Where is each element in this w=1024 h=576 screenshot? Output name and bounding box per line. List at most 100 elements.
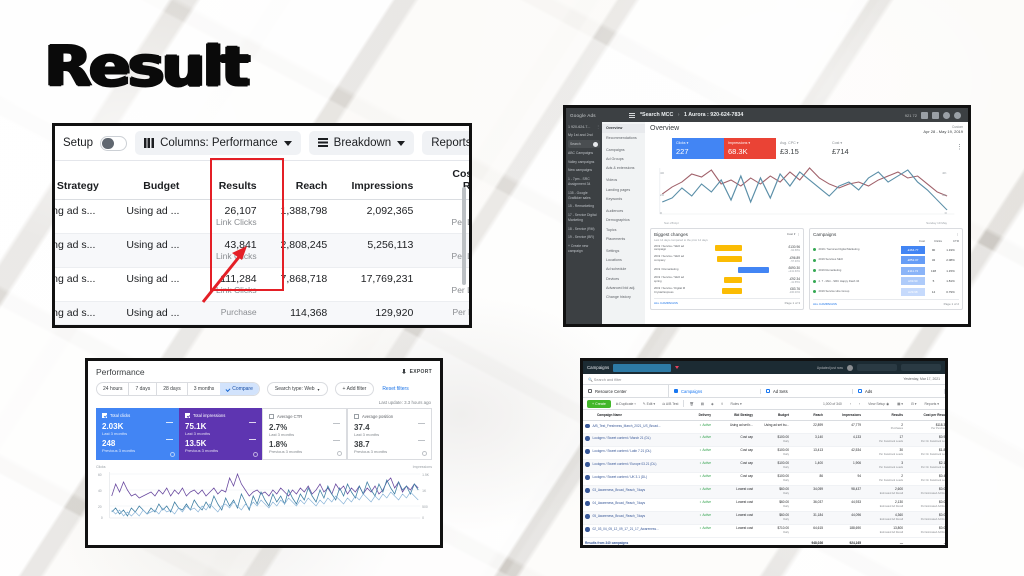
account-search-row[interactable]: Search bbox=[568, 140, 600, 149]
col-bid-strategy[interactable]: Bid Strategy bbox=[713, 410, 755, 421]
nav-item-audiences[interactable]: Audiences bbox=[606, 209, 624, 214]
search-input[interactable]: 🔍 Search and filter bbox=[588, 377, 622, 382]
biggest-changes-page[interactable]: Page 1 of 3 bbox=[784, 300, 800, 305]
nav-item-overview[interactable]: Overview bbox=[602, 124, 645, 134]
nav-item-campaigns[interactable]: Campaigns bbox=[606, 147, 625, 152]
account-menu-icon[interactable]: ⋮ bbox=[596, 125, 600, 129]
info-icon[interactable] bbox=[337, 451, 342, 456]
checkbox-icon[interactable] bbox=[269, 414, 274, 419]
date-selector[interactable]: Yesterday, Mar 17, 2021 bbox=[903, 377, 940, 381]
discard-drafts-button[interactable] bbox=[857, 364, 897, 371]
campaigns-page[interactable]: Page 1 of 2 bbox=[943, 301, 959, 306]
col-budget[interactable]: Budget bbox=[755, 410, 791, 421]
col-bid-strategy[interactable]: Bid Strategy bbox=[55, 161, 120, 201]
account-selector-pill[interactable] bbox=[613, 363, 672, 372]
vertical-scrollbar[interactable] bbox=[462, 187, 466, 285]
checkbox-icon[interactable] bbox=[102, 413, 107, 418]
tag-icon[interactable]: ◈ bbox=[710, 401, 714, 406]
perf-metric-total-impressions[interactable]: Total impressions 75.1K Last 3 months 13.5K… bbox=[179, 408, 262, 460]
table-row[interactable]: Lookgen / Sweet content / Latin 7.21 (DL… bbox=[583, 446, 945, 460]
campaign-row[interactable]: 2019 Services SEO £852.07 32 2.08% bbox=[813, 256, 959, 265]
export-button[interactable]: EXPORT bbox=[401, 369, 432, 375]
resource-center-tab[interactable]: Resource Center bbox=[583, 385, 669, 397]
nav-item-keywords[interactable]: Keywords bbox=[606, 196, 623, 201]
reports-button[interactable]: Reports bbox=[422, 131, 469, 155]
campaign-row[interactable]: 2019 Service Hire Group £29.98 14 0.79% bbox=[813, 287, 959, 296]
nav-item-recommendations[interactable]: Recommendations bbox=[606, 135, 637, 140]
range-chip-3-months[interactable]: 3 months bbox=[193, 386, 215, 392]
account-tree-item[interactable]: New campaigns bbox=[568, 168, 593, 173]
col-budget[interactable]: Budget bbox=[119, 161, 188, 201]
info-icon[interactable] bbox=[253, 452, 258, 457]
reports-icon[interactable] bbox=[921, 111, 928, 119]
info-icon[interactable] bbox=[422, 451, 427, 456]
nav-item-ad-groups[interactable]: Ad Groups bbox=[606, 157, 624, 162]
ab-test-button[interactable]: ⚖ A/B Test bbox=[662, 401, 679, 406]
nav-item-placements[interactable]: Placements bbox=[606, 236, 626, 241]
tab-ad-sets[interactable]: Ad Sets bbox=[761, 388, 853, 394]
view-setup-button[interactable]: View Setup ◉ bbox=[868, 401, 890, 406]
account-tree-item[interactable]: ABC Campaigns bbox=[568, 151, 594, 156]
col-reach[interactable]: Reach bbox=[791, 410, 825, 421]
cell-campaign-name[interactable]: 03_Awareness_Broad_Reach_7days bbox=[583, 485, 679, 499]
table-row[interactable]: Lookgen / Sweet content / UK 3.1 (DL) Act… bbox=[583, 472, 945, 486]
table-row[interactable]: Using ad s...Using ad ... Purchase 114,368… bbox=[55, 301, 469, 325]
account-tree-item[interactable]: 1 - 7pm - SRC Assignment 34 bbox=[568, 176, 591, 187]
range-chip-24-hours[interactable]: 24 hours bbox=[97, 383, 130, 395]
nav-item-change-history[interactable]: Change history bbox=[606, 295, 631, 300]
compare-chip[interactable]: Compare bbox=[220, 383, 259, 395]
nav-item-settings[interactable]: Settings bbox=[606, 249, 620, 254]
fbm-search-bar[interactable]: 🔍 Search and filter Yesterday, Mar 17, 2… bbox=[583, 374, 945, 385]
prev-page-button[interactable]: ‹ bbox=[849, 401, 851, 406]
edit-button[interactable]: ✎ Edit ▾ bbox=[642, 401, 656, 406]
biggest-changes-all-link[interactable]: ALL CAMPAIGNS bbox=[654, 300, 678, 305]
account-tree-item[interactable]: 18 - Service (RM) bbox=[568, 226, 595, 231]
reports-button[interactable]: Reports ▾ bbox=[924, 401, 939, 406]
table-row[interactable]: 03_Awareness_Broad_Reach_7days ActiveLowe… bbox=[583, 485, 945, 499]
toggle-switch-icon[interactable] bbox=[100, 135, 128, 151]
table-row[interactable]: 02_03_04_05_12_09_17_21_17_Awareness... A… bbox=[583, 524, 945, 538]
range-chip-7-days[interactable]: 7 days bbox=[129, 383, 158, 395]
notifications-icon[interactable] bbox=[954, 111, 961, 119]
biggest-change-row[interactable]: 2019 / Service / SEO ad campaign £130.96-… bbox=[654, 244, 800, 253]
account-tree-item[interactable]: + Create new campaign bbox=[568, 243, 589, 254]
columns-button[interactable]: Columns: Performance bbox=[135, 131, 301, 155]
cell-campaign-name[interactable]: 04_Awareness_Broad_Reach_7days bbox=[583, 498, 679, 512]
refresh-icon[interactable] bbox=[847, 364, 853, 371]
metric-card-cost[interactable]: Cost ▾ £714 bbox=[828, 138, 880, 159]
breakdown-icon[interactable]: ⊟ ▾ bbox=[910, 401, 917, 406]
search-type-filter[interactable]: Search type: Web ▾ bbox=[266, 382, 328, 396]
nav-item-locations[interactable]: Locations bbox=[606, 258, 622, 263]
cell-campaign-name[interactable]: Lookgen / Sweet content / March 21 (DL) bbox=[583, 433, 679, 447]
table-row[interactable]: A/B_Test_Freshness_March_2021_US_Broad..… bbox=[583, 420, 945, 434]
breadcrumb[interactable]: *Search MCC › 1 Aurora : 920-624-7834 bbox=[640, 112, 743, 118]
nav-item-demographics[interactable]: Demographics bbox=[606, 218, 630, 223]
chevron-down-icon[interactable] bbox=[675, 366, 680, 369]
col-cost-per-result[interactable]: Cost per Result bbox=[421, 161, 469, 201]
reset-filters-link[interactable]: Reset filters bbox=[382, 386, 409, 392]
nav-item-advanced-bid-adj-[interactable]: Advanced bid adj. bbox=[606, 285, 636, 290]
table-row[interactable]: 04_Awareness_Broad_Reach_7days ActiveLowe… bbox=[583, 498, 945, 512]
campaigns-card-options-icon[interactable]: ⋮ bbox=[956, 232, 959, 236]
export-icon[interactable]: ⇪ bbox=[720, 401, 724, 406]
help-icon[interactable] bbox=[943, 111, 950, 119]
nav-item-topics[interactable]: Topics bbox=[606, 227, 617, 232]
biggest-change-row[interactable]: 2019 / Service / Digital M Crystal Expre… bbox=[654, 286, 800, 295]
add-filter-button[interactable]: + Add filter bbox=[334, 382, 375, 396]
metric-card-clicks[interactable]: Clicks ▾ 227 bbox=[672, 138, 724, 159]
col-results[interactable]: Results bbox=[863, 410, 905, 421]
create-button[interactable]: + Create bbox=[587, 399, 611, 408]
columns-icon[interactable]: ▦ ▾ bbox=[897, 401, 903, 406]
duplicate-button[interactable]: ⧉ Duplicate ▾ bbox=[615, 401, 636, 406]
campaigns-col-ctr[interactable]: CTR bbox=[952, 239, 959, 243]
checkbox-icon[interactable] bbox=[354, 414, 359, 419]
fb-table-scroll-area[interactable]: Bid Strategy Budget Results Reach Impres… bbox=[55, 161, 469, 325]
account-selector[interactable]: 1 920-624-7... ⋮ bbox=[568, 125, 600, 131]
review-publish-button[interactable] bbox=[901, 364, 941, 371]
perf-metric-average-ctr[interactable]: Average CTR 2.7% Last 3 months 1.8% Previous… bbox=[262, 408, 347, 460]
biggest-change-row[interactable]: 2019 / Service / SEO ad spring -£92.34 -41… bbox=[654, 276, 800, 284]
cell-campaign-name[interactable]: Lookgen / Sweet content / Europe 03.21 (… bbox=[583, 459, 679, 473]
nav-item-landing-pages[interactable]: Landing pages bbox=[606, 187, 631, 192]
